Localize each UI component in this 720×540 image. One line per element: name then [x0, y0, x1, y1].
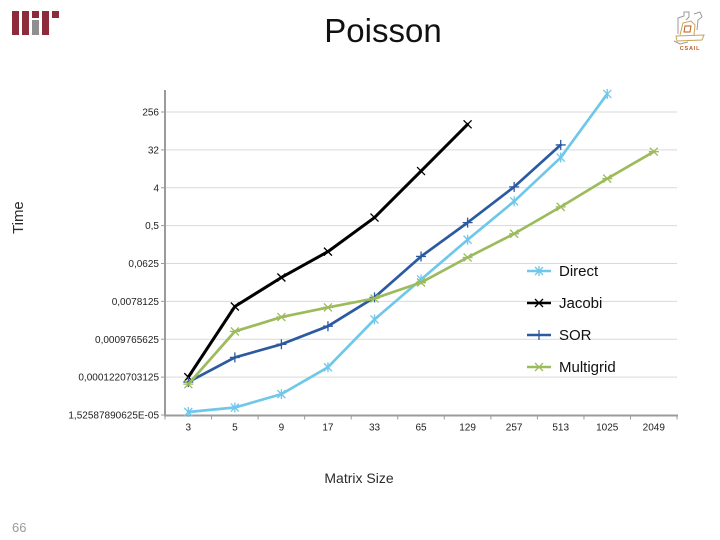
x-axis-title: Matrix Size — [324, 470, 394, 486]
mit-logo-bar — [52, 11, 59, 18]
mit-logo — [12, 11, 59, 35]
marker-multigrid — [183, 379, 194, 389]
series-line-direct — [186, 92, 609, 414]
y-tick-label: 0,5 — [145, 221, 159, 232]
marker-direct — [230, 402, 240, 413]
x-tick-label: 17 — [322, 423, 334, 434]
y-tick-label: 256 — [142, 108, 159, 119]
marker-jacobi — [276, 273, 286, 282]
marker-direct — [370, 314, 379, 325]
marker-sor — [555, 139, 566, 150]
marker-sor — [509, 181, 520, 192]
x-tick-label: 5 — [232, 423, 238, 434]
y-tick-label: 32 — [148, 145, 160, 156]
x-tick-label: 2049 — [643, 423, 666, 434]
marker-multigrid — [416, 278, 427, 287]
marker-direct — [556, 152, 566, 163]
csail-logo: CSAIL — [673, 11, 705, 52]
marker-multigrid — [229, 326, 240, 336]
legend-item-direct: Direct — [526, 255, 656, 287]
y-axis-title: Time — [10, 201, 27, 235]
marker-multigrid — [602, 174, 613, 184]
x-tick-label: 129 — [459, 423, 476, 434]
marker-multigrid — [276, 312, 287, 322]
marker-sor — [276, 339, 287, 350]
marker-direct — [276, 389, 286, 400]
marker-direct — [323, 362, 333, 373]
mit-logo-bar-gray — [32, 20, 39, 35]
marker-jacobi — [230, 302, 240, 311]
marker-sor — [416, 251, 427, 262]
marker-jacobi — [323, 247, 333, 257]
mit-logo-bar — [32, 11, 39, 18]
marker-direct — [602, 88, 612, 99]
y-tick-label: 0,0625 — [128, 259, 159, 270]
y-tick-label: 0,0009765625 — [95, 335, 159, 346]
legend-marker-jacobi — [527, 298, 551, 308]
x-tick-label: 9 — [279, 423, 285, 434]
legend-label: Direct — [559, 262, 599, 280]
legend-item-multigrid: Multigrid — [526, 351, 656, 383]
marker-multigrid — [648, 147, 659, 157]
mit-logo-bar — [42, 11, 49, 35]
mit-logo-bar — [12, 11, 19, 35]
y-tick-label: 0,0001220703125 — [78, 373, 159, 384]
slide-title: Poisson — [324, 12, 442, 49]
marker-jacobi — [463, 119, 473, 129]
marker-jacobi — [370, 213, 379, 222]
legend: Direct Jacobi SOR Multigrid — [526, 255, 656, 383]
legend-item-jacobi: Jacobi — [526, 287, 656, 319]
x-tick-label: 257 — [506, 423, 523, 434]
legend-marker-direct — [527, 266, 551, 276]
y-tick-label: 1,52587890625E-05 — [68, 411, 159, 422]
y-tick-label: 4 — [153, 183, 159, 194]
marker-sor — [322, 321, 333, 332]
legend-item-sor: SOR — [526, 319, 656, 351]
x-tick-label: 513 — [552, 423, 569, 434]
marker-multigrid — [555, 202, 566, 212]
marker-jacobi — [416, 166, 426, 176]
legend-marker-multigrid — [527, 362, 551, 372]
x-tick-label: 33 — [369, 423, 381, 434]
legend-label: Multigrid — [559, 358, 616, 376]
x-tick-label: 1025 — [596, 423, 619, 434]
x-tick-label: 3 — [186, 423, 192, 434]
marker-direct — [509, 196, 519, 207]
legend-label: Jacobi — [559, 294, 603, 312]
marker-multigrid — [369, 293, 380, 303]
marker-multigrid — [509, 229, 520, 239]
csail-label: CSAIL — [680, 46, 701, 52]
marker-direct — [183, 406, 193, 417]
y-tick-label: 0,0078125 — [112, 297, 160, 308]
legend-label: SOR — [559, 326, 592, 344]
marker-direct — [463, 234, 473, 245]
page-number: 66 — [12, 520, 27, 535]
marker-sor — [462, 217, 473, 228]
legend-marker-sor — [527, 330, 551, 340]
marker-multigrid — [462, 253, 473, 262]
mit-logo-bar — [22, 11, 29, 35]
marker-sor — [229, 352, 240, 363]
x-tick-label: 65 — [415, 423, 427, 434]
marker-multigrid — [322, 302, 333, 312]
